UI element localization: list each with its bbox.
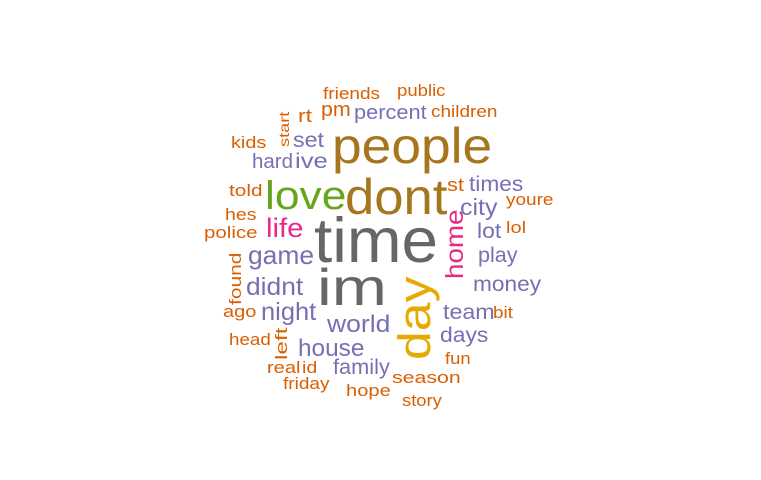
- word-lot: lot: [477, 220, 502, 243]
- word-friends: friends: [323, 84, 381, 103]
- word-im: im: [317, 259, 387, 317]
- word-home: home: [441, 209, 469, 279]
- word-youre: youre: [506, 190, 554, 209]
- word-told: told: [229, 181, 263, 200]
- word-id: id: [302, 358, 318, 377]
- word-friday: friday: [283, 374, 330, 393]
- word-left: left: [272, 327, 291, 360]
- word-didnt: didnt: [246, 273, 304, 301]
- word-ago: ago: [223, 302, 257, 321]
- word-play: play: [478, 244, 518, 267]
- word-lol: lol: [506, 218, 527, 237]
- word-game: game: [248, 240, 315, 270]
- word-money: money: [473, 273, 542, 296]
- word-people: people: [332, 118, 493, 174]
- word-world: world: [327, 311, 391, 338]
- word-head: head: [229, 330, 271, 349]
- word-story: story: [402, 391, 442, 410]
- word-kids: kids: [231, 133, 267, 152]
- word-percent: percent: [354, 102, 427, 124]
- word-rt: rt: [298, 106, 312, 126]
- word-night: night: [261, 298, 317, 326]
- word-ive: ive: [295, 150, 328, 173]
- word-pm: pm: [321, 99, 351, 121]
- word-found: found: [226, 252, 245, 305]
- word-hard: hard: [252, 151, 294, 173]
- word-police: police: [204, 223, 258, 242]
- word-city: city: [460, 194, 498, 220]
- word-start: start: [276, 111, 292, 147]
- word-times: times: [469, 173, 524, 196]
- word-house: house: [298, 335, 365, 362]
- word-children: children: [431, 102, 498, 121]
- word-real: real: [267, 358, 301, 377]
- word-fun: fun: [445, 349, 471, 368]
- word-days: days: [440, 324, 489, 347]
- word-day: day: [389, 276, 440, 360]
- word-public: public: [397, 81, 446, 100]
- word-st: st: [447, 175, 465, 195]
- word-season: season: [392, 368, 461, 387]
- word-dont: dont: [345, 169, 448, 225]
- word-bit: bit: [493, 303, 513, 322]
- word-set: set: [293, 129, 325, 152]
- word-love: love: [265, 174, 347, 218]
- word-family: family: [333, 356, 390, 379]
- word-time: time: [314, 206, 439, 276]
- word-team: team: [443, 301, 495, 324]
- word-life: life: [266, 213, 304, 243]
- word-hope: hope: [346, 381, 391, 400]
- word-hes: hes: [225, 205, 257, 224]
